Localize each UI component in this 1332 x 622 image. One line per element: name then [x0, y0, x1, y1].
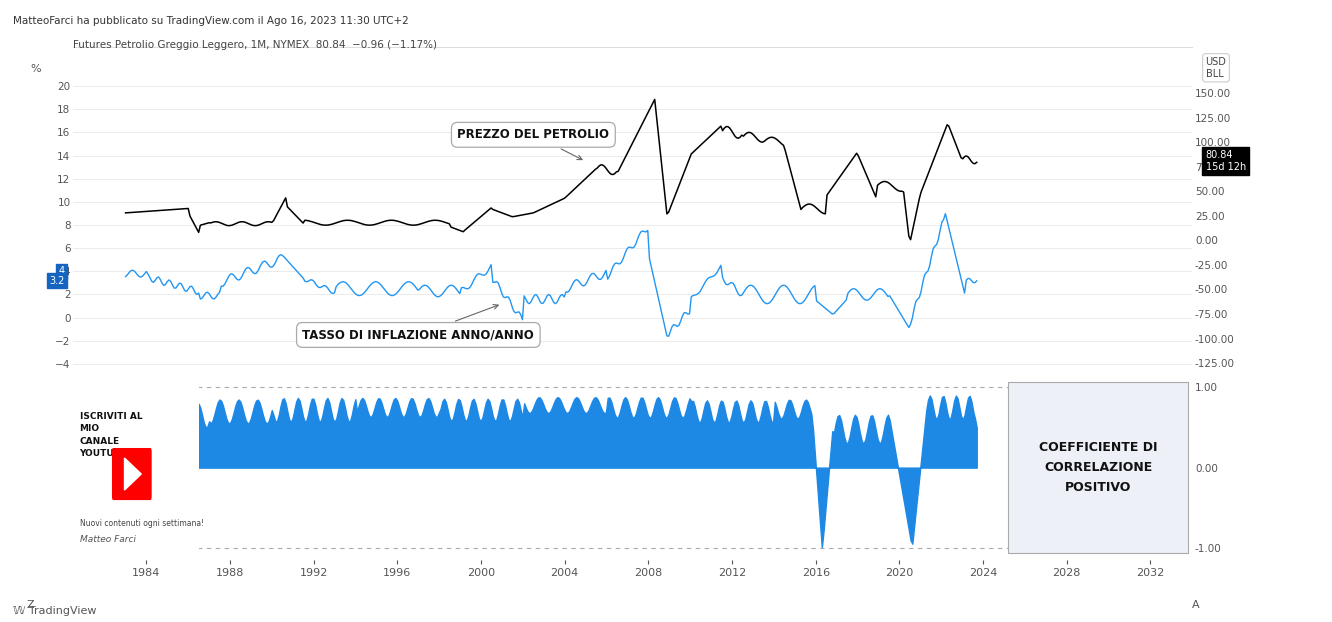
Text: Z: Z	[27, 600, 33, 610]
Text: 4: 4	[59, 266, 64, 276]
Text: MatteoFarci ha pubblicato su TradingView.com il Ago 16, 2023 11:30 UTC+2: MatteoFarci ha pubblicato su TradingView…	[13, 16, 409, 26]
Text: USD
BLL: USD BLL	[1205, 57, 1227, 79]
Text: 80.84
15d 12h: 80.84 15d 12h	[1205, 150, 1245, 172]
FancyBboxPatch shape	[1008, 382, 1188, 554]
Text: Futures Petrolio Greggio Leggero, 1M, NYMEX  80.84  −0.96 (−1.17%): Futures Petrolio Greggio Leggero, 1M, NY…	[73, 40, 437, 50]
Text: PREZZO DEL PETROLIO: PREZZO DEL PETROLIO	[457, 128, 609, 160]
FancyBboxPatch shape	[112, 448, 152, 500]
Text: ISCRIVITI AL
MIO
CANALE
YOUTUBE: ISCRIVITI AL MIO CANALE YOUTUBE	[80, 412, 143, 458]
Text: 𝕎 TradingView: 𝕎 TradingView	[13, 606, 97, 616]
Text: %: %	[31, 63, 41, 73]
Text: COEFFICIENTE DI
CORRELAZIONE
POSITIVO: COEFFICIENTE DI CORRELAZIONE POSITIVO	[1039, 441, 1158, 494]
Text: 3.2: 3.2	[49, 276, 64, 285]
Polygon shape	[124, 458, 141, 490]
FancyBboxPatch shape	[73, 382, 198, 554]
Text: TASSO DI INFLAZIONE ANNO/ANNO: TASSO DI INFLAZIONE ANNO/ANNO	[302, 305, 534, 341]
Text: Matteo Farci: Matteo Farci	[80, 535, 136, 544]
Text: A: A	[1192, 600, 1200, 610]
Text: Nuovi contenuti ogni settimana!: Nuovi contenuti ogni settimana!	[80, 519, 204, 527]
